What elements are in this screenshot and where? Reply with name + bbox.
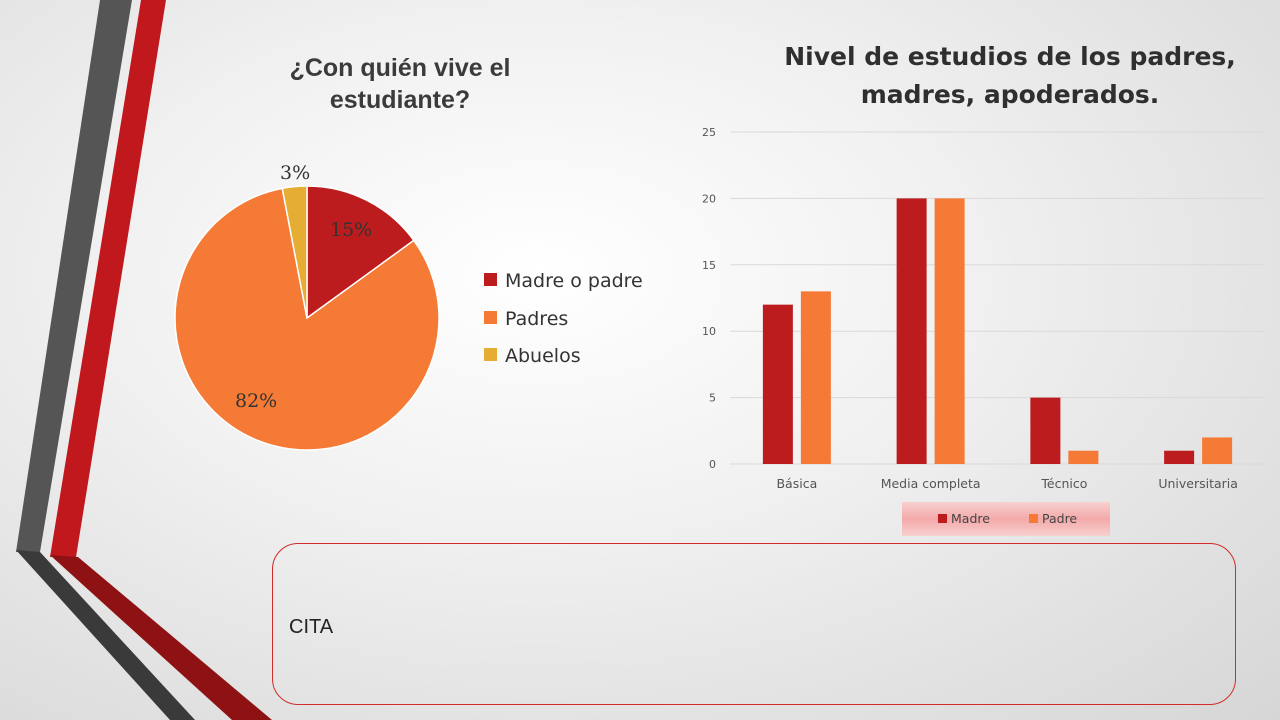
legend-swatch-madre-o-padre	[484, 273, 497, 286]
cita-box: CITA	[272, 543, 1236, 705]
bar-padre-4	[1202, 437, 1233, 464]
pie-chart-title: ¿Con quién vive el estudiante?	[289, 54, 511, 114]
y-tick-label: 10	[702, 325, 716, 338]
bar-madre-2	[896, 198, 927, 464]
pie-label-abuelos: 3%	[280, 162, 310, 184]
bar-legend-label-padre: Padre	[1042, 511, 1077, 526]
bar-padre-3	[1068, 450, 1099, 464]
bar-padre-1	[800, 291, 831, 464]
pie-label-padres: 82%	[235, 390, 277, 412]
gray-stripe	[16, 0, 132, 552]
bar-madre-1	[762, 304, 793, 464]
x-category-label: Universitaria	[1158, 476, 1238, 491]
y-tick-label: 0	[709, 458, 716, 471]
y-tick-label: 5	[709, 392, 716, 405]
bar-legend-swatch-padre	[1029, 514, 1038, 523]
legend-label-madre-o-padre: Madre o padre	[505, 270, 643, 292]
y-tick-label: 15	[702, 259, 716, 272]
y-tick-label: 25	[702, 126, 716, 139]
legend-label-abuelos: Abuelos	[505, 345, 581, 367]
bar-legend-swatch-madre	[938, 514, 947, 523]
pie-slice-abuelos	[281, 185, 308, 319]
cita-text: CITA	[289, 616, 334, 638]
bar-madre-4	[1164, 450, 1195, 464]
bar-legend-box	[902, 502, 1110, 536]
pie-slice-padres	[174, 187, 440, 451]
bar-legend-label-madre: Madre	[951, 511, 990, 526]
legend-swatch-padres	[484, 311, 497, 324]
bar-madre-3	[1030, 397, 1061, 464]
y-tick-label: 20	[702, 192, 716, 205]
x-category-label: Media completa	[881, 476, 981, 491]
legend-label-padres: Padres	[505, 308, 568, 330]
pie-legend: Madre o padre Padres Abuelos	[484, 270, 643, 367]
x-category-label: Básica	[776, 476, 817, 491]
bar-padre-2	[934, 198, 965, 464]
x-category-label: Técnico	[1040, 476, 1087, 491]
bar-legend: Madre Padre	[902, 502, 1110, 536]
pie-label-madre-o-padre: 15%	[330, 219, 372, 241]
legend-swatch-abuelos	[484, 348, 497, 361]
bar-chart-title: Nivel de estudios de los padres, madres,…	[784, 42, 1236, 109]
gray-stripe-lower	[16, 550, 195, 720]
red-stripe-lower	[50, 555, 272, 720]
pie-slice-madre-o-padre	[306, 185, 415, 320]
red-stripe	[50, 0, 166, 557]
